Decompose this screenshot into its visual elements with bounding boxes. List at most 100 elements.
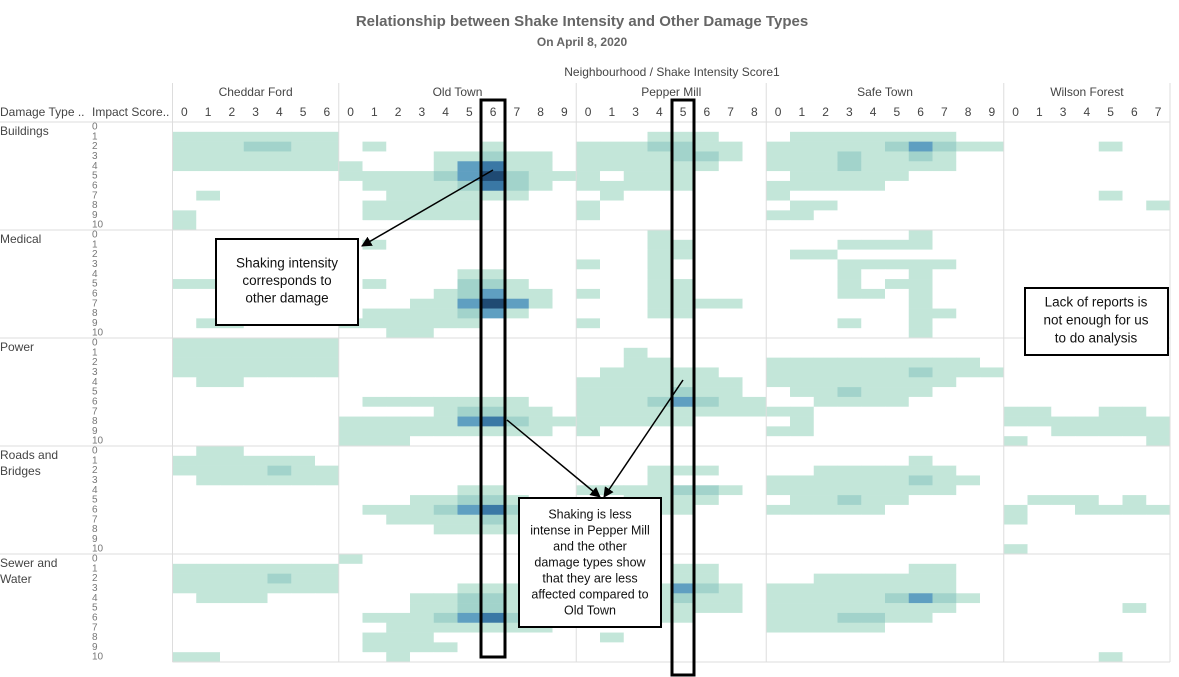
heat-cell: [1051, 377, 1076, 388]
heat-cell: [861, 554, 886, 565]
heat-cell: [742, 504, 767, 516]
heat-cell: [433, 593, 458, 604]
heat-cell: [576, 416, 601, 427]
heat-cell: [956, 612, 981, 624]
heat-cell: [837, 446, 862, 457]
heat-cell: [433, 446, 458, 457]
heat-cell: [172, 524, 197, 535]
heat-cell: [695, 573, 720, 584]
heat-cell: [956, 603, 981, 614]
heat-cell: [671, 396, 696, 408]
heat-cell: [908, 367, 933, 378]
heat-cell: [528, 367, 553, 378]
heat-cell: [457, 308, 482, 319]
heat-cell: [813, 141, 838, 152]
heat-cell: [457, 465, 482, 476]
impact-tick-label: 6: [92, 612, 98, 623]
heat-cell: [766, 554, 791, 565]
heat-cell: [1122, 396, 1147, 408]
heat-cell: [386, 259, 411, 270]
heat-cell: [1003, 544, 1028, 555]
heat-cell: [813, 436, 838, 447]
heat-cell: [505, 239, 530, 250]
heat-cell: [291, 220, 316, 231]
heat-cell: [410, 495, 435, 506]
heat-cell: [647, 122, 672, 133]
heat-cell: [908, 583, 933, 594]
heat-cell: [243, 328, 268, 339]
heat-cell: [1027, 357, 1052, 368]
heat-cell: [1075, 642, 1100, 653]
heat-cell: [742, 190, 767, 201]
heat-cell: [695, 161, 720, 172]
heat-cell: [315, 180, 340, 192]
heat-cell: [790, 259, 815, 270]
heat-cell: [908, 573, 933, 584]
heat-cell: [196, 122, 221, 133]
heat-cell: [243, 632, 268, 643]
heat-cell: [315, 573, 340, 584]
heat-cell: [671, 495, 696, 506]
heat-cell: [718, 269, 743, 280]
heat-cell: [1122, 259, 1147, 270]
heat-cell: [552, 151, 577, 162]
heat-cell: [481, 122, 506, 133]
annotation-text: other damage: [245, 291, 328, 306]
heat-cell: [386, 200, 411, 211]
heat-cell: [695, 642, 720, 653]
heat-cell: [837, 298, 862, 309]
heat-cell: [172, 573, 197, 584]
heat-cell: [433, 455, 458, 466]
heat-cell: [315, 652, 340, 663]
heat-cell: [505, 288, 530, 300]
heat-cell: [528, 230, 553, 241]
heat-cell: [766, 367, 791, 378]
heat-cell: [457, 249, 482, 260]
heat-cell: [956, 279, 981, 290]
heat-cell: [528, 377, 553, 388]
heat-cell: [695, 200, 720, 211]
heat-cell: [718, 603, 743, 614]
heat-cell: [623, 239, 648, 250]
neighbourhood-label: Wilson Forest: [1050, 85, 1124, 99]
heat-cell: [1003, 367, 1028, 378]
heat-cell: [885, 485, 910, 496]
heat-cell: [481, 455, 506, 466]
heat-cell: [196, 583, 221, 594]
heat-cell: [243, 446, 268, 457]
heat-cell: [766, 308, 791, 319]
heat-cell: [362, 475, 387, 486]
heat-cell: [1003, 308, 1028, 319]
heat-cell: [1146, 524, 1171, 535]
heat-cell: [481, 308, 506, 319]
impact-tick-label: 1: [92, 347, 98, 358]
heat-cell: [338, 131, 363, 142]
heat-cell: [457, 141, 482, 152]
heat-cell: [505, 554, 530, 565]
heat-cell: [861, 318, 886, 329]
heat-cell: [1027, 249, 1052, 260]
heat-cell: [671, 465, 696, 476]
heat-cell: [623, 377, 648, 388]
heat-cell: [196, 642, 221, 653]
heat-cell: [1075, 357, 1100, 368]
heat-cell: [742, 455, 767, 466]
heat-cell: [505, 171, 530, 182]
heat-cell: [956, 298, 981, 309]
heat-cell: [552, 338, 577, 349]
shake-tick-label: 4: [656, 105, 663, 119]
heat-cell: [196, 347, 221, 358]
heat-cell: [600, 485, 625, 496]
heat-cell: [410, 161, 435, 172]
heat-cell: [243, 652, 268, 663]
heat-cell: [457, 534, 482, 545]
heat-cell: [956, 416, 981, 427]
heat-cell: [1098, 436, 1123, 447]
heat-cell: [362, 387, 387, 398]
heat-cell: [267, 583, 292, 594]
heat-cell: [505, 131, 530, 142]
heat-cell: [718, 259, 743, 270]
neighbourhood-label: Pepper Mill: [641, 85, 701, 99]
heat-cell: [315, 387, 340, 398]
heat-cell: [338, 534, 363, 545]
